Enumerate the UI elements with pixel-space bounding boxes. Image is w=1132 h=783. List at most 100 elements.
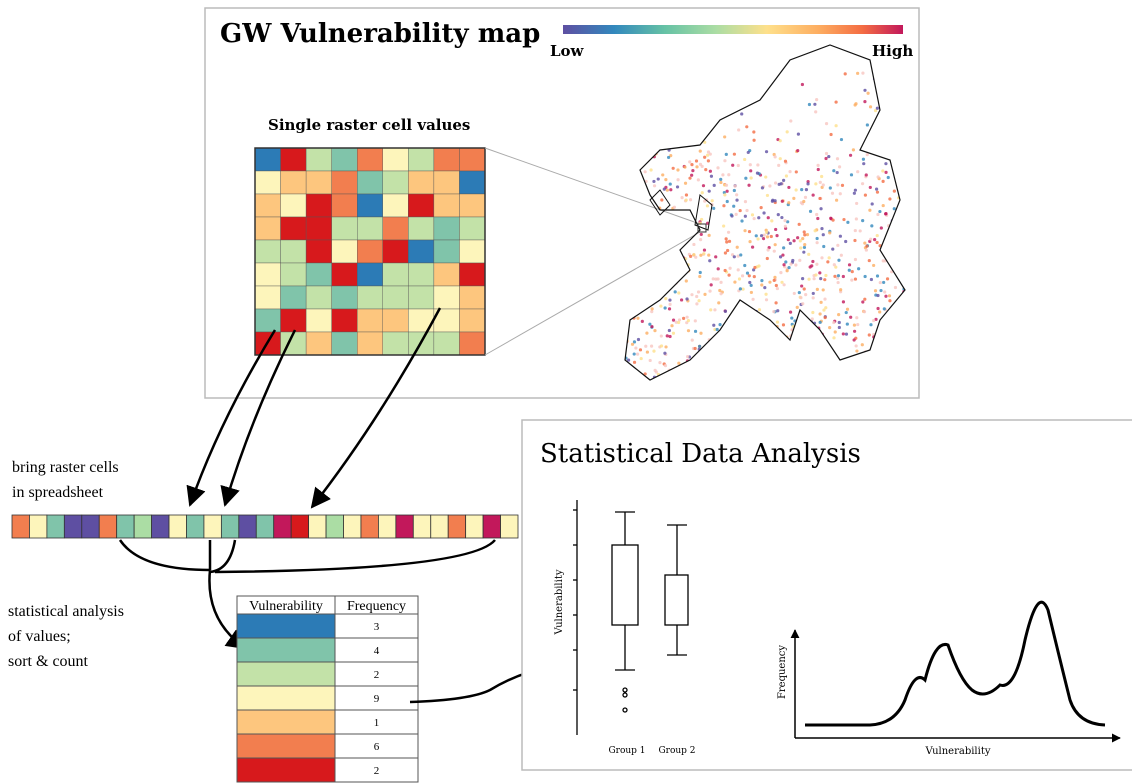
- map-cell: [824, 156, 828, 161]
- map-cell: [832, 320, 836, 325]
- map-cell: [833, 330, 837, 334]
- raster-cell: [357, 170, 383, 195]
- strip-cell: [220, 514, 240, 539]
- raster-cell: [331, 147, 358, 172]
- map-cell: [701, 184, 706, 188]
- map-cell: [632, 352, 636, 356]
- map-cell: [815, 241, 819, 245]
- map-cell: [774, 301, 778, 305]
- islands: [649, 189, 713, 231]
- map-cell: [703, 140, 707, 144]
- map-cell: [864, 248, 868, 252]
- raster-cell: [280, 193, 307, 218]
- density-y-label: Frequency: [777, 645, 788, 699]
- map-cell: [768, 184, 772, 188]
- legend-high: High: [872, 42, 913, 60]
- map-cell: [875, 106, 879, 110]
- map-cell: [872, 263, 876, 268]
- map-cell: [693, 319, 697, 323]
- map-cell: [685, 297, 689, 301]
- map-cell: [743, 214, 747, 218]
- map-cell: [709, 174, 714, 178]
- map-cell: [884, 294, 888, 298]
- map-cell: [822, 308, 826, 312]
- zoom-line: [484, 231, 701, 356]
- raster-cell: [382, 239, 409, 264]
- map-cell: [802, 199, 806, 204]
- map-cell: [726, 230, 731, 234]
- map-cell: [773, 275, 777, 279]
- map-cell: [694, 159, 699, 163]
- arrow: [310, 307, 442, 509]
- raster-cell: [459, 262, 486, 287]
- map-cell: [844, 239, 848, 244]
- map-cell: [764, 298, 769, 302]
- map-cell: [815, 212, 819, 217]
- map-cell: [743, 229, 747, 233]
- map-cell: [743, 200, 748, 204]
- map-cell: [875, 233, 879, 238]
- map-cell: [863, 297, 867, 301]
- strip-cell: [203, 514, 222, 539]
- map-cell: [688, 176, 692, 180]
- map-cell: [852, 338, 856, 342]
- map-cell: [704, 168, 708, 172]
- map-cell: [882, 307, 886, 311]
- map-cell: [668, 298, 672, 302]
- table-cell: [334, 661, 419, 687]
- map-cell: [724, 183, 729, 187]
- map-cell: [777, 163, 781, 168]
- map-cell: [841, 332, 845, 336]
- map-cell: [831, 218, 835, 222]
- raster-cell: [357, 331, 383, 356]
- raster-cell: [280, 262, 307, 287]
- map-cell: [823, 278, 827, 282]
- map-cell: [813, 229, 817, 233]
- strip-cell: [273, 514, 292, 539]
- raster-cell: [459, 285, 486, 310]
- map-cell: [653, 368, 657, 372]
- map-cell: [714, 255, 718, 259]
- raster-cell: [408, 262, 435, 287]
- map-cell: [686, 318, 690, 323]
- map-cell: [698, 270, 702, 275]
- map-cell: [779, 182, 783, 186]
- map-cell: [716, 166, 720, 170]
- map-cell: [873, 109, 878, 113]
- map-cell: [686, 329, 691, 333]
- map-cell: [857, 267, 861, 271]
- map-cell: [736, 268, 740, 272]
- map-cell: [709, 283, 713, 287]
- map-cell: [816, 216, 820, 221]
- map-cell: [733, 184, 737, 188]
- raster-cell: [357, 262, 383, 287]
- map-cell: [870, 202, 874, 206]
- map-cell: [836, 183, 840, 187]
- color-cell: [236, 709, 336, 735]
- map-cell: [699, 331, 703, 335]
- map-cell: [799, 246, 803, 250]
- map-cell: [663, 306, 667, 310]
- map-cell: [688, 160, 692, 164]
- strip-cell: [378, 514, 397, 539]
- map-cell: [794, 188, 798, 192]
- map-cell: [772, 278, 776, 283]
- map-cell: [650, 324, 654, 329]
- map-cell: [834, 265, 838, 269]
- table-cell: [334, 685, 419, 711]
- map-cell: [714, 277, 718, 281]
- frequency: 3: [374, 621, 380, 633]
- map-cell: [650, 307, 654, 311]
- table-header: Frequency: [347, 599, 406, 614]
- map-cell: [746, 150, 750, 155]
- map-cell: [800, 82, 805, 87]
- raster-grid: [254, 147, 486, 356]
- map-cell: [696, 290, 701, 294]
- map-cell: [816, 167, 820, 172]
- map-cell: [707, 189, 711, 193]
- map-cell: [748, 240, 752, 244]
- map-cell: [721, 173, 725, 177]
- map-cell: [745, 125, 749, 129]
- strip-cell: [308, 514, 327, 539]
